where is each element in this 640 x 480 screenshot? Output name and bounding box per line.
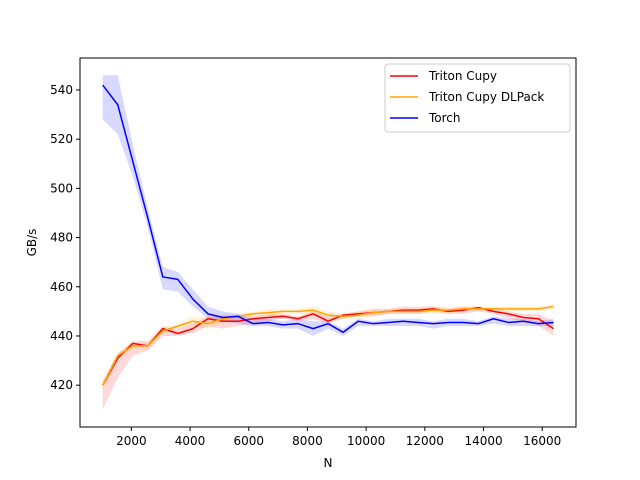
y-tick-label: 420: [50, 378, 73, 392]
triton-cupy-line: [102, 306, 554, 386]
x-tick-label: 6000: [233, 434, 264, 448]
y-axis-label: GB/s: [25, 229, 39, 257]
y-tick-label: 500: [50, 181, 73, 195]
x-tick-label: 10000: [347, 434, 385, 448]
plot-frame: [79, 57, 577, 428]
triton-cupy-dlpack-band: [102, 304, 554, 391]
legend-box: [384, 63, 571, 133]
confidence-bands: [102, 75, 554, 410]
x-tick-label: 2000: [116, 434, 147, 448]
x-tick-label: 14000: [464, 434, 502, 448]
y-axis-ticks: 420 440 460 480 500 520 540: [50, 83, 80, 392]
y-tick-label: 520: [50, 132, 73, 146]
triton-cupy-band: [102, 306, 554, 410]
x-axis-ticks: 2000 4000 6000 8000 10000 12000 14000 16000: [116, 427, 561, 448]
y-tick-label: 540: [50, 83, 73, 97]
y-tick-label: 440: [50, 329, 73, 343]
legend: Triton Cupy Triton Cupy DLPack Torch: [384, 63, 571, 133]
x-axis-label: N: [324, 456, 333, 470]
x-tick-label: 16000: [523, 434, 561, 448]
series-lines: [102, 84, 554, 386]
y-tick-label: 460: [50, 280, 73, 294]
torch-line: [102, 84, 554, 334]
x-tick-label: 8000: [292, 434, 323, 448]
x-tick-label: 12000: [406, 434, 444, 448]
x-tick-label: 4000: [175, 434, 206, 448]
triton-cupy-dlpack-line: [102, 305, 554, 386]
legend-label: Triton Cupy DLPack: [428, 90, 544, 104]
legend-label: Torch: [428, 111, 461, 125]
y-tick-label: 480: [50, 231, 73, 245]
legend-label: Triton Cupy: [428, 69, 497, 83]
